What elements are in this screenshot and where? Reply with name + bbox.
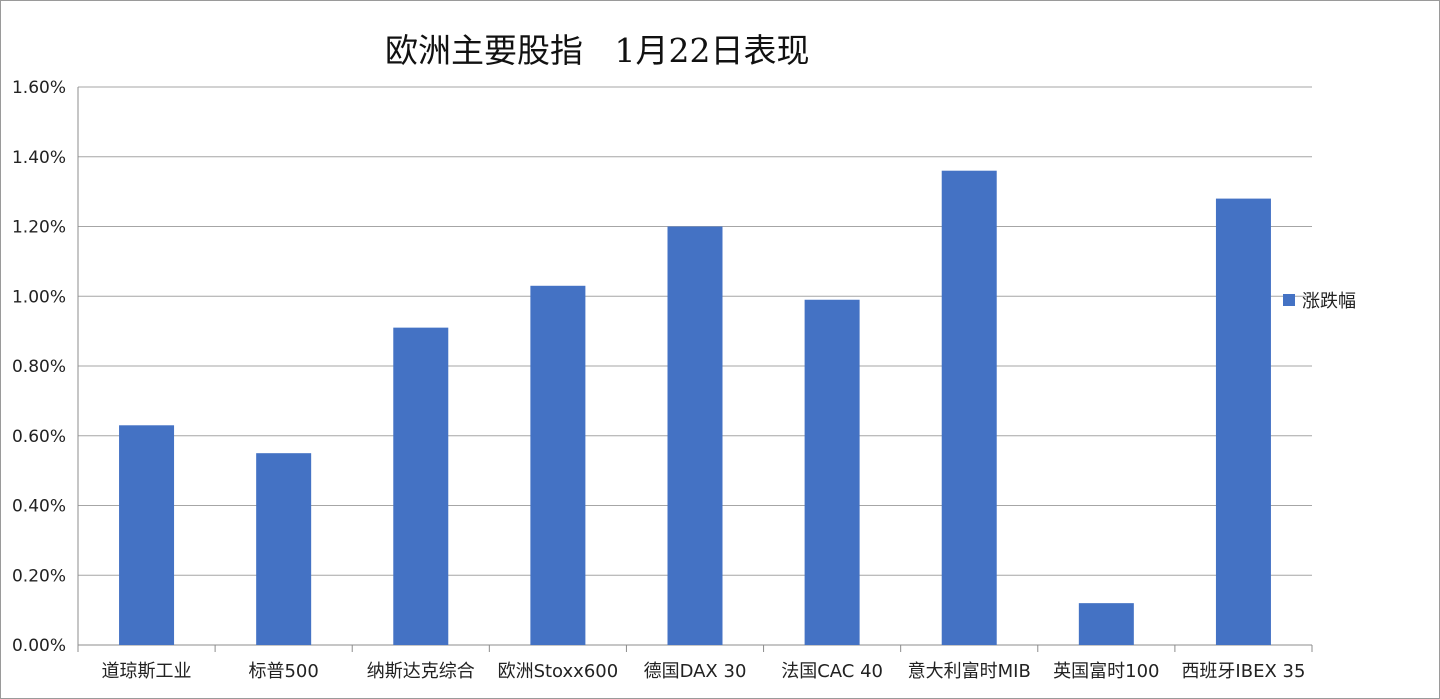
y-tick-label: 0.60% (12, 427, 66, 447)
x-category-label: 意大利富时MIB (908, 661, 1031, 682)
legend-label: 涨跌幅 (1302, 291, 1356, 312)
y-tick-label: 0.80% (12, 357, 66, 377)
chart-title: 欧洲主要股指 1月22日表现 (385, 31, 810, 70)
y-tick-label: 0.40% (12, 497, 66, 517)
y-tick-label: 1.40% (12, 148, 66, 168)
x-category-label: 德国DAX 30 (644, 661, 747, 682)
bar (804, 299, 860, 645)
bar (667, 226, 723, 645)
y-tick-label: 1.60% (12, 78, 66, 98)
bars (119, 170, 1271, 645)
x-category-label: 英国富时100 (1053, 661, 1159, 682)
y-axis-ticks: 0.00% 0.20% 0.40% 0.60% 0.80% 1.00% 1.20% 1.40%… (12, 78, 66, 656)
x-category-label: 标普500 (248, 661, 318, 682)
x-category-label: 欧洲Stoxx600 (498, 661, 619, 682)
x-category-label: 道琼斯工业 (102, 661, 192, 682)
y-tick-label: 0.20% (12, 566, 66, 586)
bar (530, 285, 586, 645)
bar (119, 425, 175, 645)
x-category-label: 西班牙IBEX 35 (1181, 661, 1305, 682)
bar (941, 170, 997, 645)
legend: 涨跌幅 (1283, 291, 1356, 312)
x-category-label: 纳斯达克综合 (367, 661, 475, 682)
legend-swatch (1283, 294, 1295, 306)
bar (256, 453, 312, 645)
x-axis-categories: 道琼斯工业 标普500 纳斯达克综合 欧洲Stoxx600 德国DAX 30 法国CAC … (77, 645, 1313, 682)
bar (1215, 198, 1271, 645)
x-category-label: 法国CAC 40 (781, 661, 883, 682)
y-tick-label: 1.00% (12, 287, 66, 307)
y-tick-label: 1.20% (12, 218, 66, 238)
y-tick-label: 0.00% (12, 636, 66, 656)
bar (393, 327, 449, 645)
bar (1078, 603, 1134, 645)
